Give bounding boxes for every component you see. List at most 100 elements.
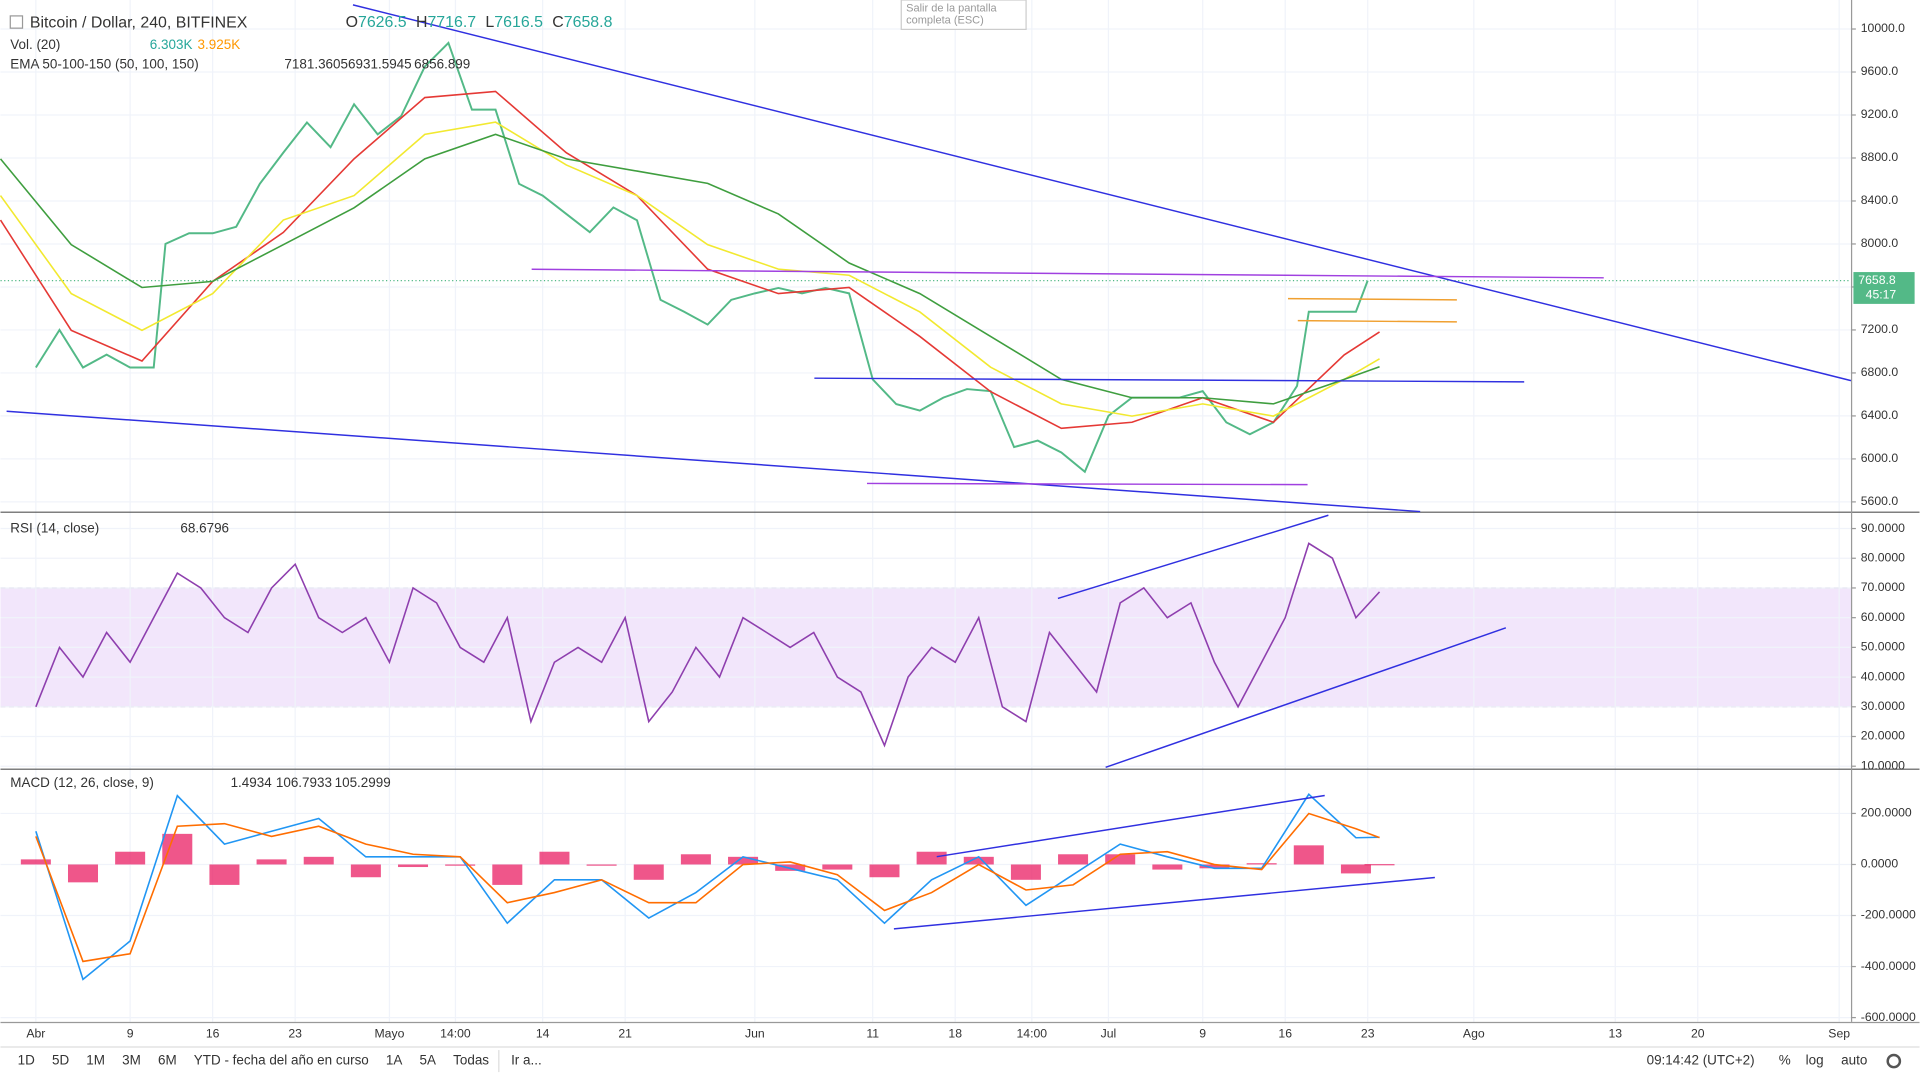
macd-legend: MACD (12, 26, close, 9) [10, 775, 154, 790]
series-line [35, 41, 1369, 474]
x-tick-label: Sep [1828, 1026, 1850, 1040]
x-tick-label: 16 [206, 1026, 220, 1040]
range-button[interactable]: 1M [86, 1053, 105, 1068]
series-line [0, 133, 1380, 405]
range-button[interactable]: 6M [158, 1053, 177, 1068]
settings-button[interactable] [1886, 1053, 1902, 1069]
trend-line [1297, 319, 1457, 323]
histogram-bar [20, 859, 51, 865]
series-line [35, 793, 1380, 981]
x-tick-label: 14:00 [440, 1026, 471, 1040]
y-tick-label: 80.0000 [1861, 550, 1905, 564]
range-button[interactable]: 5D [52, 1053, 69, 1068]
macd-value: 105.2999 [335, 775, 391, 790]
y-tick-label: -400.0000 [1861, 959, 1916, 973]
histogram-bar [256, 859, 287, 865]
ohlc-value: 7658.8 [564, 14, 613, 31]
range-button[interactable]: Todas [453, 1053, 489, 1068]
tooltip-text: Salir de la pantalla [906, 2, 997, 14]
histogram-bar [586, 864, 617, 866]
y-tick-label: 9200.0 [1861, 107, 1899, 121]
symbol-title: Bitcoin / Dollar, 240, BITFINEX [30, 14, 248, 31]
x-tick-label: 9 [1199, 1026, 1206, 1040]
ema-value: 6931.5945 [348, 56, 412, 71]
macd-value: 106.7933 [276, 775, 332, 790]
x-tick-label: 23 [288, 1026, 302, 1040]
y-tick-label: 40.0000 [1861, 669, 1905, 683]
histogram-bar [728, 856, 759, 865]
x-tick-label: Mayo [375, 1026, 405, 1040]
x-tick-label: 21 [618, 1026, 632, 1040]
y-tick-label: 20.0000 [1861, 729, 1905, 743]
histogram-bar [115, 851, 146, 865]
range-button[interactable]: 3M [122, 1053, 141, 1068]
range-button[interactable]: 1A [386, 1053, 402, 1068]
histogram-bar [1058, 854, 1089, 865]
y-tick-label: 7200.0 [1861, 322, 1899, 336]
ema-value: 7181.3605 [284, 56, 348, 71]
scale-option[interactable]: auto [1841, 1053, 1867, 1068]
x-tick-label: 13 [1608, 1026, 1622, 1040]
histogram-bar [398, 864, 429, 868]
histogram-bar [822, 864, 853, 870]
series-line [35, 812, 1380, 963]
histogram-bar [1364, 864, 1395, 866]
series-line [0, 90, 1380, 430]
clock: 09:14:42 (UTC+2) [1647, 1053, 1755, 1068]
collapse-button[interactable] [9, 15, 24, 29]
series-line [35, 542, 1381, 748]
histogram-bar [633, 864, 664, 880]
trend-line [893, 876, 1435, 930]
trend-line [866, 482, 1308, 486]
range-button[interactable]: YTD - fecha del año en curso [194, 1053, 369, 1068]
trend-line [936, 794, 1325, 858]
histogram-bar [1105, 854, 1136, 865]
x-tick-label: 14 [536, 1026, 550, 1040]
trend-line [814, 377, 1525, 383]
y-tick-label: 10.0000 [1861, 758, 1905, 772]
ohlc-label: O [346, 14, 358, 31]
y-tick-label: 200.0000 [1861, 806, 1912, 820]
scale-option[interactable]: log [1806, 1053, 1824, 1068]
x-tick-label: 18 [948, 1026, 962, 1040]
range-button[interactable]: 5A [420, 1053, 436, 1068]
ema-value: 6856.899 [414, 56, 470, 71]
y-tick-label: 6400.0 [1861, 408, 1899, 422]
trend-line [1105, 627, 1507, 769]
y-tick-label: 8800.0 [1861, 150, 1899, 164]
histogram-bar [1293, 845, 1324, 865]
y-tick-label: 8000.0 [1861, 236, 1899, 250]
ohlc: O7626.5 H7716.7 L7616.5 C7658.8 [346, 14, 613, 31]
y-tick-label: 5600.0 [1861, 494, 1899, 508]
macd-value: 1.4934 [231, 775, 273, 790]
y-tick-label: 90.0000 [1861, 521, 1905, 535]
histogram-bar [1152, 864, 1183, 870]
trend-line [352, 4, 1852, 382]
y-tick-label: 70.0000 [1861, 580, 1905, 594]
trend-line [1287, 297, 1457, 301]
histogram-bar [445, 864, 476, 866]
histogram-bar [1010, 864, 1041, 880]
tooltip-box [900, 0, 1027, 30]
goto-button[interactable]: Ir a... [511, 1053, 542, 1068]
ohlc-value: 7626.5 [358, 14, 407, 31]
histogram-bar [963, 856, 994, 865]
y-tick-label: 6800.0 [1861, 365, 1899, 379]
y-tick-label: 10000.0 [1861, 21, 1905, 35]
price-timer: 45:17 [1866, 288, 1897, 302]
range-button[interactable]: 1D [18, 1053, 35, 1068]
ohlc-value: 7616.5 [494, 14, 543, 31]
ohlc-label: L [485, 14, 494, 31]
ema-legend: EMA 50-100-150 (50, 100, 150) [10, 56, 198, 71]
y-tick-label: 60.0000 [1861, 610, 1905, 624]
histogram-bar [350, 864, 381, 878]
x-tick-label: 20 [1691, 1026, 1705, 1040]
histogram-bar [303, 856, 334, 865]
ohlc-value: 7716.7 [427, 14, 476, 31]
volume-legend: Vol. (20) [10, 37, 60, 52]
x-tick-label: Jul [1101, 1026, 1117, 1040]
scale-option[interactable]: % [1779, 1053, 1791, 1068]
last-price-box [1853, 272, 1915, 304]
histogram-bar [869, 864, 900, 878]
